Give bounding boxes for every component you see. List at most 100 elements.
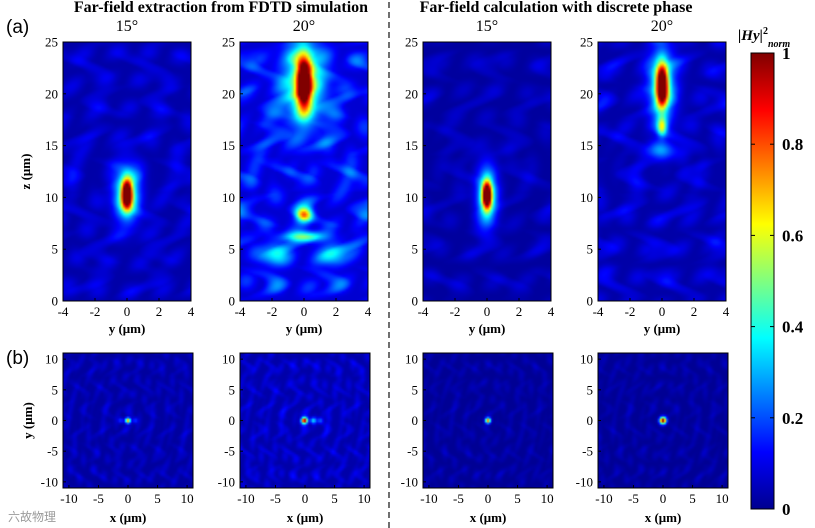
x-tick-label: -5 — [270, 491, 281, 506]
x-axis-label: x (μm) — [110, 510, 147, 525]
x-tick-label: -4 — [58, 304, 69, 319]
x-axis-label: y (μm) — [469, 321, 506, 336]
colorbar-ticks: 1 0.8 0.6 0.4 0.2 0 — [751, 44, 804, 519]
x-axis-label: x (μm) — [470, 510, 507, 525]
panel-a-label: (a) — [6, 17, 29, 38]
y-tick-label: 0 — [52, 294, 59, 309]
y-tick-label: 0 — [587, 294, 594, 309]
x-tick-label: 10 — [716, 491, 729, 506]
x-tick-label: -5 — [453, 491, 464, 506]
colorbar-gradient — [750, 52, 775, 510]
x-tick-label: 0 — [660, 491, 667, 506]
x-tick-label: 10 — [181, 491, 194, 506]
colorbar-tick-label: 0.4 — [782, 318, 804, 337]
colorbar: |Hy|2norm 1 0.8 0.6 0.4 0.2 0 — [738, 26, 804, 519]
y-tick-label: -5 — [582, 444, 593, 459]
y-tick-label: 0 — [412, 294, 419, 309]
y-tick-label: 10 — [580, 190, 593, 205]
y-tick-label: 25 — [222, 35, 235, 50]
x-tick-label: -5 — [93, 491, 104, 506]
angle-label: 20° — [651, 18, 673, 35]
y-tick-label: -10 — [576, 474, 593, 489]
y-tick-label: -10 — [401, 474, 418, 489]
x-tick-label: 0 — [124, 304, 131, 319]
x-tick-label: 5 — [154, 491, 161, 506]
colorbar-title-sub: norm — [768, 39, 790, 50]
colorbar-title-sup: 2 — [763, 26, 768, 37]
x-tick-label: 10 — [541, 491, 554, 506]
x-tick-label: 10 — [358, 491, 371, 506]
x-tick-label: 0 — [125, 491, 132, 506]
colorbar-tick-label: 0.8 — [782, 135, 803, 154]
panel-b-label: (b) — [6, 348, 29, 369]
x-axis-label: y (μm) — [644, 321, 681, 336]
x-axis-label: y (μm) — [286, 321, 323, 336]
colorbar-tick-label: 1 — [782, 44, 791, 63]
x-tick-label: -10 — [420, 491, 437, 506]
x-tick-label: -10 — [237, 491, 254, 506]
x-tick-label: 2 — [691, 304, 698, 319]
heatmap-image — [240, 353, 370, 488]
y-tick-label: 10 — [45, 190, 58, 205]
heatmap-image — [63, 353, 193, 488]
heatmap-image — [598, 42, 726, 301]
y-tick-label: 25 — [45, 35, 58, 50]
x-tick-label: 0 — [484, 304, 491, 319]
y-tick-label: 10 — [405, 352, 418, 367]
x-tick-label: 4 — [723, 304, 730, 319]
y-tick-label: 5 — [52, 242, 59, 257]
x-tick-label: 5 — [689, 491, 696, 506]
y-axis-label: z (μm) — [18, 154, 33, 190]
y-tick-label: 5 — [412, 382, 419, 397]
colorbar-title-main: |Hy| — [738, 28, 763, 44]
y-tick-label: 10 — [222, 190, 235, 205]
y-tick-label: 15 — [580, 138, 593, 153]
x-tick-label: 2 — [516, 304, 523, 319]
heatmap-image — [423, 42, 551, 301]
x-tick-label: -10 — [60, 491, 77, 506]
colorbar-title: |Hy|2norm — [738, 26, 790, 50]
y-tick-label: 5 — [587, 242, 594, 257]
y-tick-label: 10 — [222, 352, 235, 367]
x-tick-label: 2 — [333, 304, 340, 319]
y-tick-label: -5 — [224, 444, 235, 459]
x-tick-label: -4 — [593, 304, 604, 319]
x-tick-label: 0 — [485, 491, 492, 506]
y-tick-label: 25 — [580, 35, 593, 50]
x-tick-label: 0 — [659, 304, 666, 319]
y-tick-label: 20 — [580, 86, 593, 101]
x-tick-label: -5 — [628, 491, 639, 506]
y-tick-label: 10 — [45, 352, 58, 367]
y-tick-label: 0 — [52, 413, 59, 428]
colorbar-tick-label: 0 — [782, 500, 791, 519]
y-tick-label: -10 — [218, 474, 235, 489]
y-tick-label: 0 — [587, 413, 594, 428]
y-tick-label: 5 — [229, 242, 236, 257]
x-tick-label: 4 — [188, 304, 195, 319]
angle-label: 15° — [116, 18, 138, 35]
x-axis-label: y (μm) — [109, 321, 146, 336]
heatmap-image — [63, 42, 191, 301]
x-tick-label: 2 — [156, 304, 163, 319]
y-tick-label: 15 — [405, 138, 418, 153]
y-tick-label: 5 — [587, 382, 594, 397]
right-section-title: Far-field calculation with discrete phas… — [420, 0, 693, 16]
watermark: 六故物理 — [8, 509, 56, 524]
y-tick-label: 0 — [229, 294, 236, 309]
x-tick-label: 5 — [331, 491, 338, 506]
y-tick-label: 0 — [412, 413, 419, 428]
x-tick-label: -2 — [90, 304, 101, 319]
left-section-title: Far-field extraction from FDTD simulatio… — [74, 0, 368, 16]
y-tick-label: 5 — [412, 242, 419, 257]
x-tick-label: -4 — [235, 304, 246, 319]
x-tick-label: -4 — [418, 304, 429, 319]
y-tick-label: 20 — [222, 86, 235, 101]
y-tick-label: 20 — [45, 86, 58, 101]
colorbar-tick-label: 0.2 — [782, 409, 803, 428]
y-tick-label: 10 — [580, 352, 593, 367]
angle-label: 15° — [476, 18, 498, 35]
y-tick-label: -10 — [41, 474, 58, 489]
